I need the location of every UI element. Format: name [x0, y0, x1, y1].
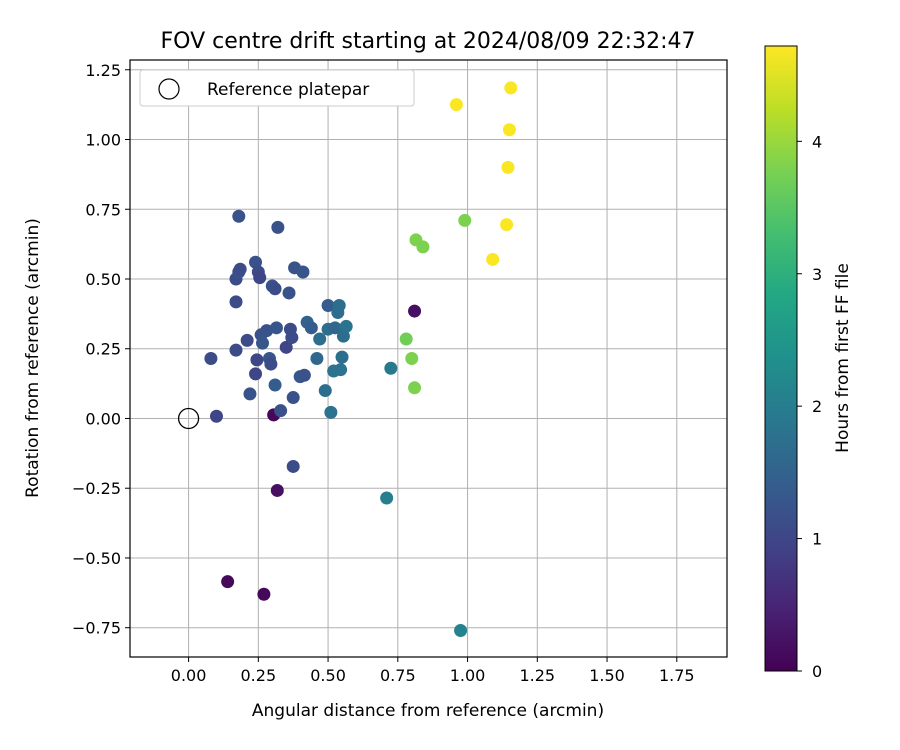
y-tick-label: 0.25: [85, 340, 121, 359]
data-point: [501, 160, 515, 174]
data-point: [268, 378, 282, 392]
y-tick-label: 1.00: [85, 131, 121, 150]
data-point: [335, 350, 349, 364]
data-point: [256, 336, 270, 350]
data-point: [232, 209, 246, 223]
colorbar-tick-label: 4: [812, 132, 822, 151]
data-point: [399, 332, 413, 346]
data-point: [310, 352, 324, 365]
data-point: [332, 298, 346, 312]
x-tick-label: 1.00: [450, 666, 486, 685]
data-point: [204, 352, 218, 365]
data-point: [313, 332, 327, 346]
plot-area: 0.00 0.25 0.50 0.75 1.00 1.25 1.50 1.75 −0.75−0…: [72, 59, 728, 685]
data-point: [408, 304, 422, 318]
data-point: [304, 321, 318, 335]
x-tick-label: 0.50: [310, 666, 346, 685]
data-point: [249, 367, 263, 381]
data-point: [502, 123, 516, 137]
y-axis-ticks: −0.75 −0.50 −0.25 0.00 0.25 0.50 0.75 1.00 1.25: [72, 61, 130, 638]
data-point: [286, 459, 300, 473]
data-points: [204, 81, 518, 637]
data-point: [416, 240, 430, 254]
data-point: [405, 352, 419, 365]
colorbar-gradient: [764, 45, 798, 672]
data-point: [233, 262, 247, 276]
data-point: [271, 220, 285, 234]
data-point: [249, 255, 263, 269]
colorbar-label: Hours from first FF file: [833, 263, 853, 453]
y-tick-label: −0.25: [72, 479, 121, 498]
data-point: [221, 575, 235, 589]
x-tick-label: 0.00: [171, 666, 207, 685]
y-axis-label: Rotation from reference (arcmin): [23, 218, 43, 498]
x-tick-label: 1.75: [659, 666, 695, 685]
y-tick-label: 0.50: [85, 270, 121, 289]
data-point: [380, 491, 394, 505]
data-point: [318, 384, 332, 398]
x-tick-label: 0.25: [241, 666, 277, 685]
data-point: [257, 587, 271, 601]
x-tick-label: 1.25: [519, 666, 555, 685]
data-point: [243, 387, 257, 401]
y-tick-label: −0.50: [72, 549, 121, 568]
data-point: [270, 483, 284, 497]
data-point: [250, 353, 264, 367]
data-point: [408, 381, 422, 395]
data-point: [328, 321, 342, 335]
y-tick-label: 0.75: [85, 200, 121, 219]
data-point: [454, 623, 468, 637]
colorbar-tick-label: 3: [812, 265, 822, 284]
data-point: [279, 340, 293, 354]
data-point: [384, 361, 398, 375]
data-point: [286, 391, 300, 405]
reference-platepar-marker: [177, 407, 200, 430]
data-point: [285, 331, 299, 345]
data-point: [297, 368, 311, 382]
colorbar-tick-label: 0: [812, 662, 822, 681]
data-point: [334, 363, 348, 377]
data-point: [264, 357, 278, 371]
data-point: [229, 295, 243, 309]
data-point: [336, 329, 350, 343]
data-point: [504, 81, 518, 95]
data-point: [274, 404, 288, 418]
data-point: [240, 333, 254, 347]
data-point: [268, 282, 282, 296]
colorbar-ticks: 0 1 2 3 4: [797, 132, 822, 681]
x-tick-label: 1.50: [589, 666, 625, 685]
data-point: [321, 298, 335, 312]
data-point: [449, 98, 463, 112]
data-point: [260, 324, 274, 338]
y-tick-label: 1.25: [85, 61, 121, 80]
data-point: [296, 265, 310, 279]
colorbar-tick-label: 1: [812, 530, 822, 549]
data-point: [209, 409, 223, 423]
colorbar: 0 1 2 3 4 Hours from first FF file: [764, 45, 853, 681]
x-tick-label: 0.75: [380, 666, 416, 685]
legend-box: [139, 69, 415, 107]
data-point: [500, 218, 514, 232]
data-point: [269, 321, 283, 335]
legend: Reference platepar: [139, 69, 415, 107]
reference-layer: [177, 407, 200, 430]
x-axis-label: Angular distance from reference (arcmin): [252, 701, 604, 721]
chart-title: FOV centre drift starting at 2024/08/09 …: [161, 29, 696, 54]
legend-label: Reference platepar: [207, 80, 369, 100]
data-point: [229, 343, 243, 357]
data-point: [458, 213, 472, 227]
data-point: [324, 405, 338, 419]
x-axis-ticks: 0.00 0.25 0.50 0.75 1.00 1.25 1.50 1.75: [171, 657, 695, 685]
y-tick-label: −0.75: [72, 619, 121, 638]
data-point: [339, 319, 353, 333]
y-tick-label: 0.00: [85, 409, 121, 428]
legend-marker: [158, 78, 180, 100]
data-point: [253, 271, 267, 285]
data-point: [282, 286, 296, 300]
data-point: [486, 252, 500, 266]
grid: [130, 60, 727, 657]
plot-frame: [129, 59, 728, 658]
colorbar-tick-label: 2: [812, 397, 822, 416]
